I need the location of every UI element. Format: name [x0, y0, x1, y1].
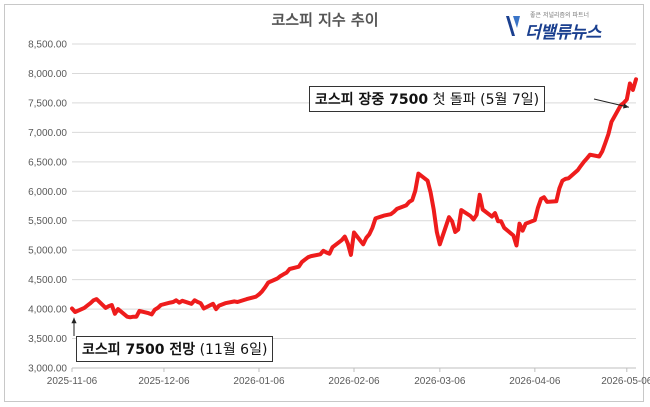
- y-tick-label: 8,500.00: [28, 40, 67, 51]
- y-tick-label: 8,000.00: [28, 69, 67, 80]
- x-tick-label: 2026-03-06: [414, 376, 466, 387]
- y-tick-label: 7,000.00: [28, 128, 67, 139]
- y-tick-label: 4,000.00: [28, 305, 67, 316]
- x-tick-label: 2025-12-06: [138, 376, 190, 387]
- y-axis-ticks: 3,000.00 3,500.00 4,000.00 4,500.00 5,000.00…: [28, 40, 67, 375]
- annotation-forecast-rest: (11월 6일): [195, 342, 268, 358]
- x-tick-label: 2026-04-06: [509, 376, 561, 387]
- x-tick-label: 2026-01-06: [233, 376, 285, 387]
- x-axis-ticks: 2025-11-06 2025-12-06 2026-01-06 2026-02-06…: [47, 368, 650, 387]
- series-line-kospi: [70, 77, 638, 320]
- x-tick-label: 2026-05-06: [601, 376, 650, 387]
- logo: 좋은 저널리즘의 파트너 더밸류뉴스: [503, 10, 643, 44]
- y-tick-label: 5,000.00: [28, 246, 67, 257]
- y-tick-label: 7,500.00: [28, 98, 67, 109]
- annotation-arrows: [71, 98, 629, 336]
- logo-tagline: 좋은 저널리즘의 파트너: [530, 12, 590, 19]
- arrow-breakout: [593, 98, 629, 109]
- y-tick-label: 6,000.00: [28, 187, 67, 198]
- logo-text: 더밸류뉴스: [525, 23, 601, 43]
- y-tick-label: 6,500.00: [28, 157, 67, 168]
- annotation-breakout-rest: 첫 돌파 (5월 7일): [428, 92, 540, 108]
- x-tick-label: 2025-11-06: [47, 376, 98, 387]
- annotation-forecast-bold: 코스피 7500 전망: [82, 342, 196, 358]
- annotation-breakout-bold: 코스피 장중 7500: [315, 92, 429, 108]
- y-tick-label: 3,500.00: [28, 334, 67, 345]
- y-tick-label: 5,500.00: [28, 216, 67, 227]
- arrow-forecast: [71, 317, 77, 336]
- x-tick-label: 2026-02-06: [328, 376, 380, 387]
- annotation-breakout: 코스피 장중 7500 첫 돌파 (5월 7일): [309, 86, 546, 112]
- y-tick-label: 3,000.00: [28, 364, 67, 375]
- chart-title: 코스피 지수 추이: [271, 11, 379, 29]
- chart-frame: [4, 4, 644, 402]
- logo-mark-icon: [506, 16, 520, 36]
- y-tick-label: 4,500.00: [28, 275, 67, 286]
- annotation-forecast: 코스피 7500 전망 (11월 6일): [76, 336, 274, 362]
